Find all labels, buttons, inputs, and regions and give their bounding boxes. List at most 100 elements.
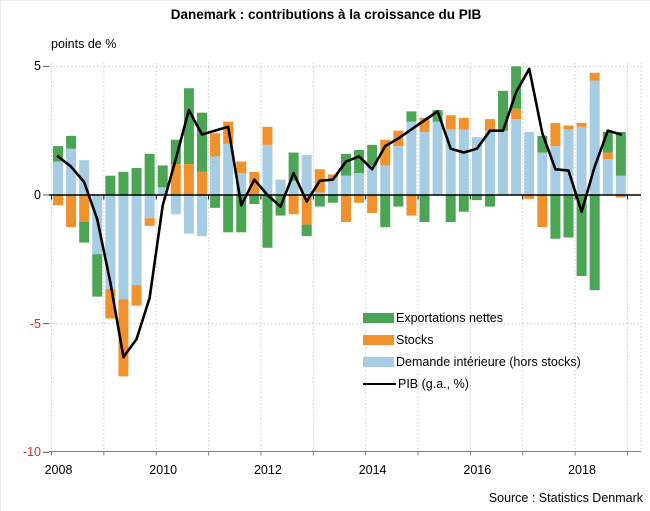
legend-label: Stocks bbox=[396, 333, 434, 347]
bar-segment bbox=[53, 195, 63, 206]
bar-segment bbox=[144, 218, 155, 226]
bar-segment bbox=[314, 195, 325, 207]
bar-segment bbox=[380, 165, 391, 195]
legend-item: PIB (g.a., %) bbox=[363, 375, 581, 393]
bar-segment bbox=[550, 122, 561, 147]
bar-segment bbox=[576, 122, 587, 127]
bar-segment bbox=[92, 254, 103, 297]
bar-segment bbox=[524, 131, 535, 195]
bar-segment bbox=[354, 149, 365, 174]
bar-segment bbox=[118, 195, 129, 300]
y-tick-label: 0 bbox=[34, 188, 41, 202]
bar-segment bbox=[406, 111, 417, 122]
legend-item: Exportations nettes bbox=[363, 309, 581, 327]
bar-segment bbox=[66, 195, 77, 228]
bar-segment bbox=[66, 135, 77, 149]
y-tick-label: -5 bbox=[29, 316, 41, 331]
bar-segment bbox=[105, 195, 116, 289]
bar-segment bbox=[563, 129, 574, 195]
bar-segment bbox=[170, 164, 181, 195]
bar-segment bbox=[471, 195, 482, 201]
bar-segment bbox=[615, 131, 626, 176]
bar-segment bbox=[511, 108, 522, 120]
legend-item: Stocks bbox=[363, 331, 581, 349]
plot-area bbox=[43, 63, 642, 456]
bar-segment bbox=[183, 195, 194, 234]
y-axis-unit-label: points de % bbox=[51, 37, 117, 51]
bar-segment bbox=[406, 121, 417, 195]
bar-segment bbox=[406, 195, 417, 216]
bar-segment bbox=[380, 195, 391, 228]
bar-segment bbox=[484, 119, 495, 131]
bar-segment bbox=[314, 192, 325, 195]
legend-color-swatch bbox=[363, 313, 394, 323]
bar-segment bbox=[615, 195, 626, 198]
bar-segment bbox=[301, 195, 312, 225]
bar-segment bbox=[249, 171, 260, 195]
bar-segment bbox=[367, 165, 378, 195]
bar-segment bbox=[589, 195, 600, 291]
bar-segment bbox=[288, 195, 299, 215]
bar-segment bbox=[236, 161, 247, 174]
bar-segment bbox=[458, 195, 469, 212]
bar-segment bbox=[393, 195, 404, 207]
bar-segment bbox=[196, 112, 207, 172]
bar-segment bbox=[131, 195, 142, 286]
bar-segment bbox=[563, 125, 574, 130]
pib-line bbox=[56, 67, 623, 359]
bar-segment bbox=[210, 133, 221, 157]
bar-segment bbox=[262, 144, 273, 195]
bar-segment bbox=[236, 173, 247, 195]
y-tick-label: -10 bbox=[22, 445, 41, 460]
legend-color-swatch bbox=[363, 357, 394, 367]
chart-legend: Exportations nettes Stocks Demande intérie… bbox=[363, 309, 581, 393]
bar-segment bbox=[157, 165, 168, 188]
bar-segment bbox=[131, 285, 142, 306]
bar-segment bbox=[196, 195, 207, 237]
bar-segment bbox=[53, 161, 63, 195]
bar-segment bbox=[537, 152, 548, 195]
x-tick-label: 2018 bbox=[568, 463, 596, 477]
x-tick-label: 2014 bbox=[358, 463, 387, 477]
bar-segment bbox=[131, 167, 142, 195]
bar-segment bbox=[53, 146, 63, 162]
legend-label: Demande intérieure (hors stocks) bbox=[396, 355, 581, 369]
chart-title: Danemark : contributions à la croissance… bbox=[170, 7, 482, 22]
bar-segment bbox=[262, 195, 273, 248]
bar-segment bbox=[183, 164, 194, 195]
bar-segment bbox=[275, 179, 286, 195]
bar-segment bbox=[262, 126, 273, 145]
bar-segment bbox=[367, 195, 378, 214]
bar-segment bbox=[183, 88, 194, 165]
bar-segment bbox=[419, 131, 430, 195]
bar-segment bbox=[327, 178, 338, 195]
bar-segment bbox=[602, 152, 613, 159]
legend-line-swatch bbox=[363, 382, 396, 386]
legend-item: Demande intérieure (hors stocks) bbox=[363, 353, 581, 371]
bar-segment bbox=[537, 135, 548, 153]
bar-segment bbox=[419, 195, 430, 223]
legend-color-swatch bbox=[363, 335, 394, 345]
bar-segment bbox=[511, 66, 522, 109]
bar-segment bbox=[576, 126, 587, 195]
bar-segment bbox=[393, 146, 404, 195]
bar-segment bbox=[458, 129, 469, 195]
bar-segment bbox=[380, 139, 391, 166]
bar-segment bbox=[79, 222, 90, 243]
bar-segment bbox=[144, 195, 155, 219]
bar-segment bbox=[288, 152, 299, 181]
bar-segment bbox=[354, 195, 365, 203]
bar-segment bbox=[249, 195, 260, 205]
bar-segment bbox=[471, 137, 482, 195]
bar-segment bbox=[550, 195, 561, 239]
bar-segment bbox=[445, 115, 456, 130]
bar-segment bbox=[301, 155, 312, 195]
bar-segment bbox=[170, 139, 181, 165]
bar-segment bbox=[615, 175, 626, 195]
x-tick-label: 2008 bbox=[44, 463, 73, 477]
bar-segment bbox=[419, 117, 430, 132]
bar-segment bbox=[484, 195, 495, 207]
bar-segment bbox=[340, 195, 351, 223]
bar-segment bbox=[288, 180, 299, 195]
